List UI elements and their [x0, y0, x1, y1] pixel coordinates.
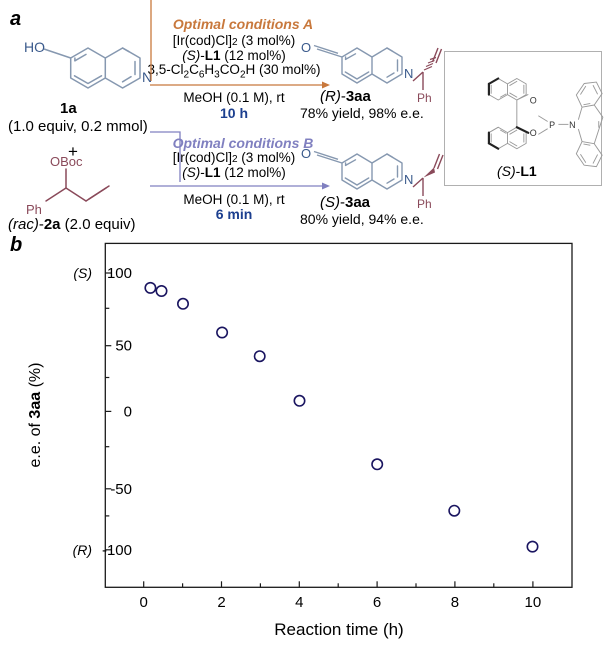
svg-text:e.e. of 3aa (%): e.e. of 3aa (%) [27, 363, 44, 468]
svg-text:50: 50 [115, 338, 132, 355]
svg-text:(S): (S) [73, 265, 92, 281]
svg-text:O: O [530, 128, 537, 138]
svg-text:Reaction time (h): Reaction time (h) [274, 620, 403, 639]
svg-text:-50: -50 [110, 481, 132, 498]
svg-text:0: 0 [124, 403, 132, 420]
svg-text:8: 8 [451, 594, 459, 611]
svg-text:-100: -100 [102, 542, 132, 559]
svg-text:N: N [569, 120, 575, 130]
svg-text:HO: HO [24, 39, 45, 55]
svg-text:0: 0 [140, 594, 148, 611]
svg-text:2: 2 [217, 594, 225, 611]
svg-text:(R): (R) [73, 542, 92, 558]
svg-text:100: 100 [107, 265, 132, 282]
svg-text:Ph: Ph [26, 202, 42, 217]
svg-text:O: O [530, 96, 537, 106]
svg-text:N: N [404, 172, 413, 187]
svg-text:N: N [404, 66, 413, 81]
svg-text:Ph: Ph [417, 197, 432, 211]
svg-text:Ph: Ph [417, 91, 432, 105]
svg-text:P: P [549, 120, 555, 130]
svg-text:6: 6 [373, 594, 381, 611]
svg-text:4: 4 [295, 594, 303, 611]
svg-text:10: 10 [525, 594, 542, 611]
svg-text:OBoc: OBoc [50, 154, 83, 169]
